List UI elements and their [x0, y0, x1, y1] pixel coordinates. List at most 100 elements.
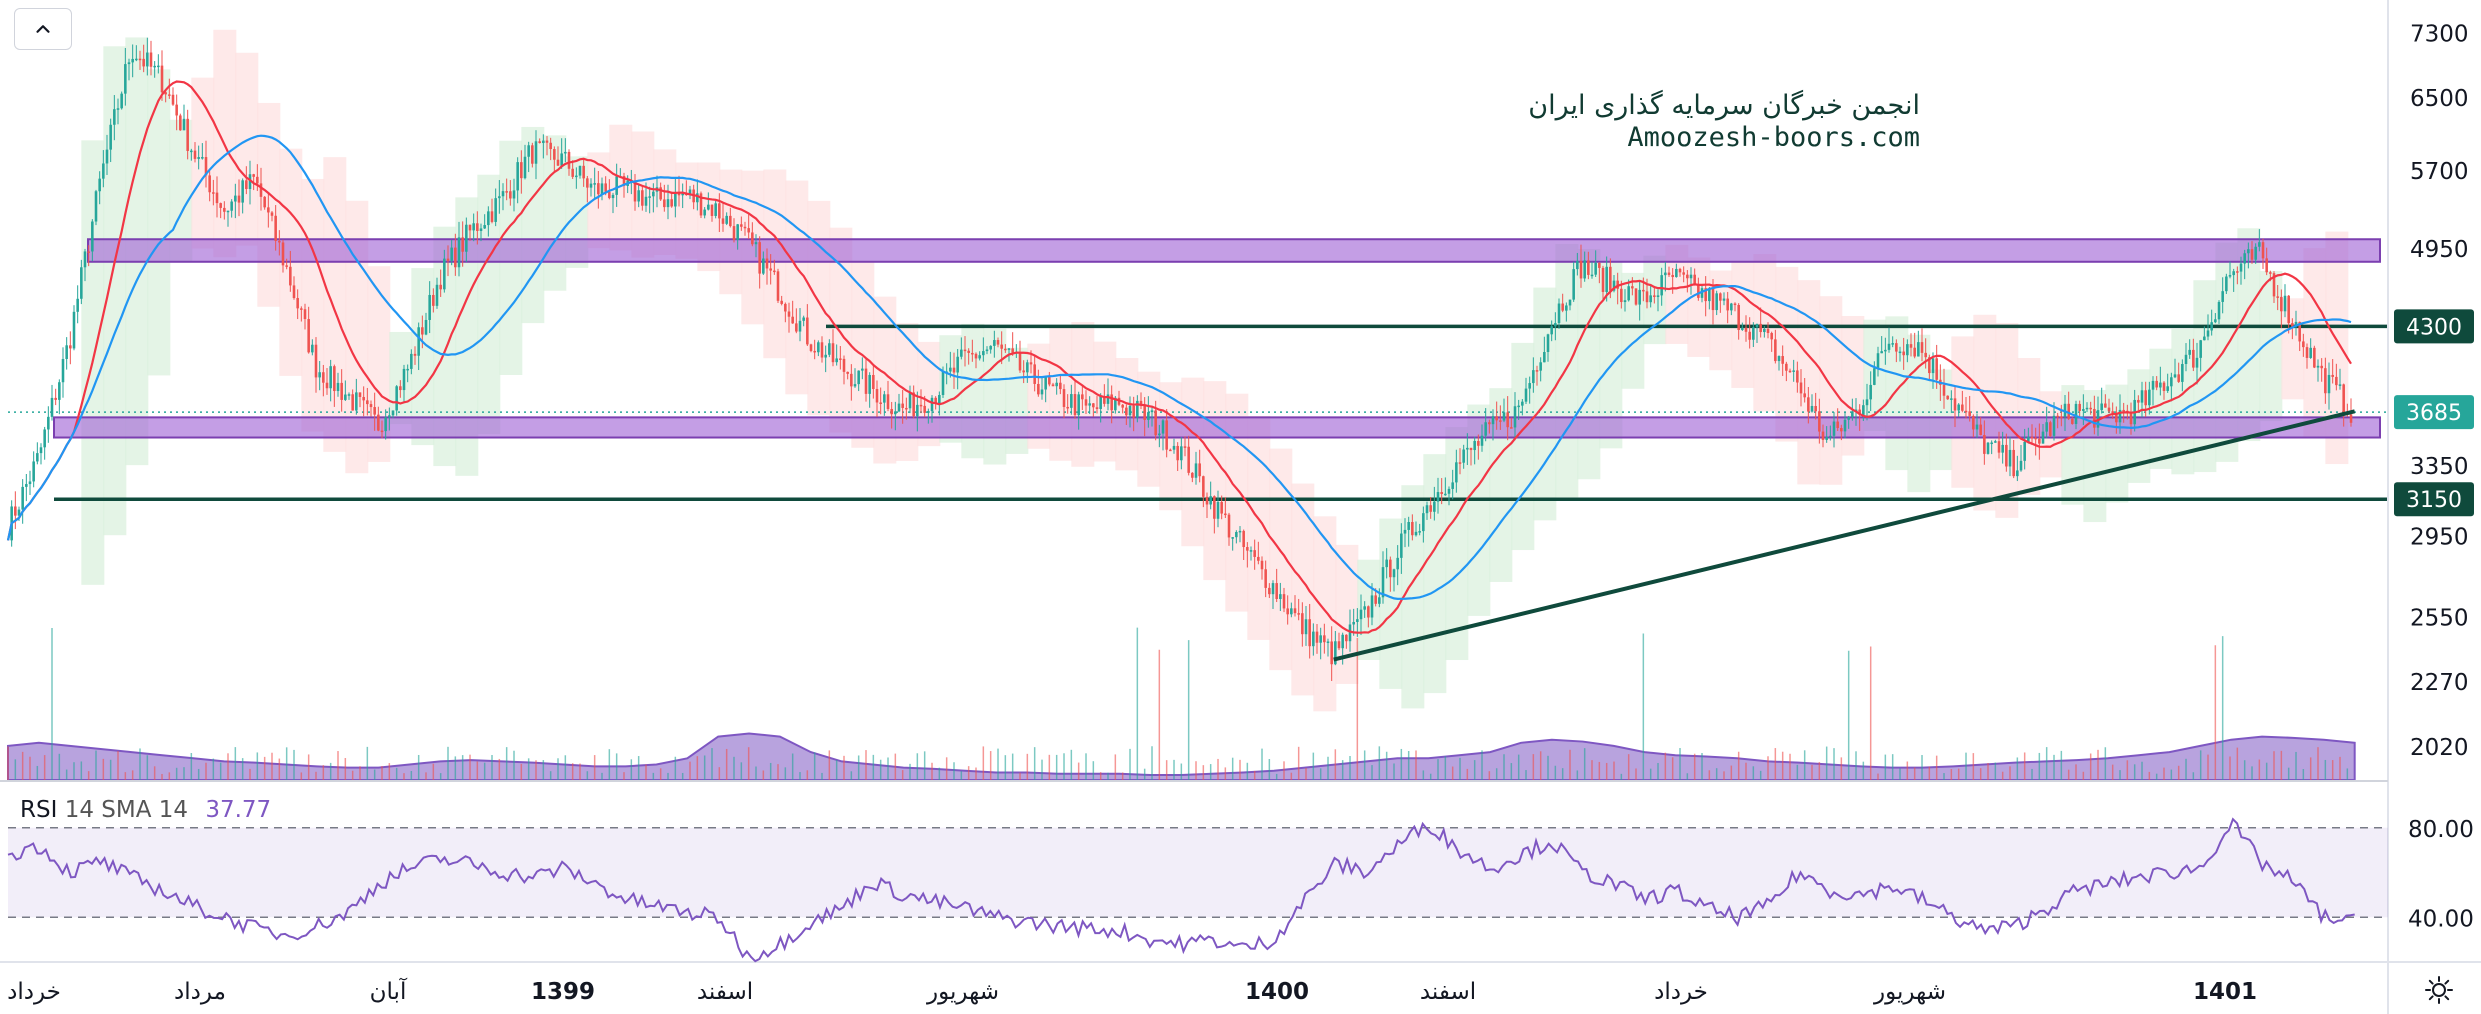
watermark-title: انجمن خبرگان سرمایه گذاری ایران: [1528, 90, 1920, 121]
candle-body: [1803, 393, 1806, 398]
candle-body: [446, 258, 450, 261]
candle-body: [1979, 424, 1982, 436]
candle-body: [1099, 396, 1102, 409]
candle-body: [1748, 331, 1751, 340]
candle-body: [1579, 260, 1583, 279]
candle-body: [1539, 362, 1542, 371]
candle-body: [721, 218, 725, 224]
candle-body: [325, 382, 329, 389]
candle-body: [83, 251, 87, 268]
candle-body: [1345, 634, 1348, 642]
candle-body: [1781, 356, 1784, 364]
candle-body: [248, 174, 252, 190]
price-axis[interactable]: 7300 6500 5700 4950 3350 2950 2550 2270 2020: [2410, 21, 2469, 761]
candle-body: [2016, 470, 2019, 477]
candle-body: [1022, 370, 1025, 373]
trendline: [1333, 409, 2356, 662]
candle-body: [670, 199, 673, 207]
rsi-axis[interactable]: 80.00 40.00: [2408, 817, 2474, 933]
cloud-segment: [1203, 381, 1227, 581]
candle-body: [1484, 422, 1487, 436]
candle-body: [1510, 427, 1513, 429]
candle-body: [1964, 410, 1968, 413]
candle-body: [1821, 431, 1825, 440]
candle-body: [1502, 412, 1506, 421]
cloud-segment: [455, 197, 479, 476]
candle-body: [454, 247, 457, 268]
cloud-segment: [1687, 257, 1711, 357]
candle-body: [1370, 595, 1374, 618]
candle-body: [1279, 594, 1282, 600]
candle-body: [208, 175, 211, 193]
candle-body: [245, 180, 248, 190]
candle-body: [1326, 641, 1330, 643]
candle-body: [2214, 319, 2217, 323]
candle-body: [1814, 405, 1817, 412]
candle-body: [2217, 301, 2221, 320]
price-tick-2020: 2020: [2410, 735, 2469, 761]
candle-body: [974, 353, 978, 359]
candle-body: [2071, 418, 2074, 424]
candle-body: [850, 373, 853, 387]
candle-body: [1986, 442, 1990, 454]
candle-body: [402, 368, 406, 391]
candle-body: [1172, 445, 1176, 450]
candle-body: [1268, 587, 1271, 595]
candle-body: [1631, 286, 1634, 289]
candle-body: [1458, 462, 1462, 464]
candle-body: [120, 93, 123, 109]
candle-body: [1216, 502, 1220, 519]
candle-body: [1997, 441, 2001, 453]
candle-body: [806, 317, 809, 345]
candle-body: [1528, 383, 1531, 389]
price-tick-2270: 2270: [2410, 670, 2469, 696]
candle-body: [1660, 275, 1663, 296]
candle-body: [784, 303, 787, 312]
candle-body: [168, 94, 171, 96]
candle-body: [410, 353, 413, 369]
candle-body: [1084, 399, 1088, 406]
cloud-segment: [521, 126, 545, 324]
candle-body: [1495, 416, 1498, 421]
candle-body: [72, 311, 76, 349]
candle-body: [2089, 407, 2092, 410]
candle-body: [2008, 449, 2012, 467]
candle-body: [241, 180, 244, 203]
candle-body: [1623, 300, 1627, 303]
candle-body: [1799, 382, 1803, 394]
candle-body: [1293, 608, 1297, 614]
rsi-legend[interactable]: RSI 14 SMA 14 37.77: [20, 797, 271, 823]
candle-body: [2261, 242, 2265, 259]
candlesticks: [10, 37, 2353, 682]
cloud-segment: [1775, 266, 1799, 442]
cloud-segment: [895, 323, 919, 461]
candle-body: [1722, 298, 1726, 301]
candle-body: [1671, 274, 1674, 278]
rsi-pane[interactable]: [7, 817, 2388, 963]
candle-body: [377, 414, 380, 431]
candle-body: [91, 221, 94, 252]
rsi-label: RSI: [20, 797, 58, 823]
candle-body: [384, 417, 387, 432]
candle-body: [1792, 370, 1795, 372]
candle-body: [1260, 560, 1264, 570]
candle-body: [582, 165, 585, 179]
candle-body: [94, 191, 98, 222]
candle-body: [1235, 532, 1238, 538]
candle-body: [960, 349, 963, 357]
candle-body: [1392, 569, 1396, 578]
sun-gear-icon[interactable]: [2424, 975, 2454, 1005]
cloud-segment: [829, 227, 853, 433]
candle-body: [600, 183, 604, 195]
candle-body: [146, 52, 149, 67]
collapse-button[interactable]: [14, 8, 72, 50]
candle-body: [98, 178, 101, 192]
candle-body: [1785, 363, 1788, 371]
candle-body: [996, 340, 1000, 345]
candle-body: [307, 319, 310, 353]
candle-body: [1770, 333, 1773, 340]
candle-body: [1627, 286, 1630, 301]
candle-body: [993, 340, 996, 346]
time-axis[interactable]: خرداد مرداد آبان 1399 اسفند شهریور 1400 اسفند خر…: [7, 977, 2257, 1005]
